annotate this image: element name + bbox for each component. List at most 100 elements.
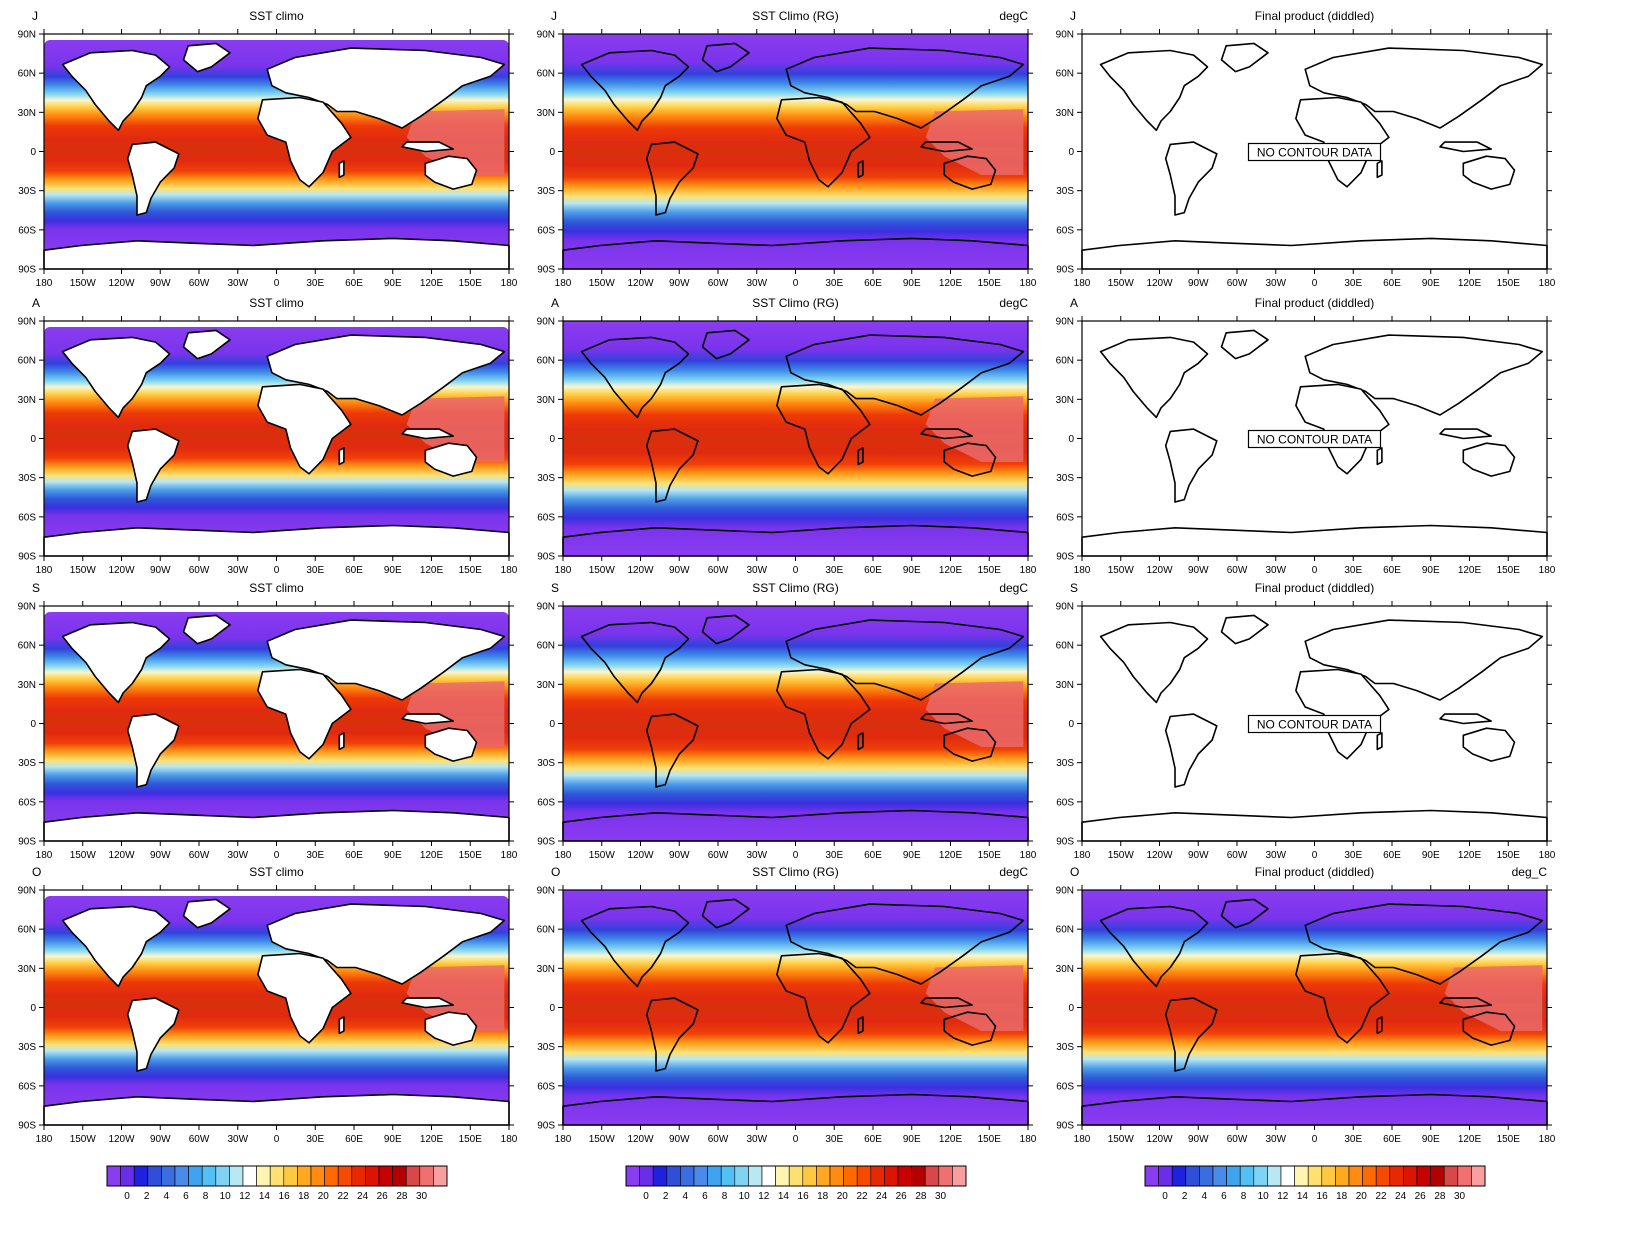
- lon-tick-label: 120W: [108, 278, 135, 289]
- lon-tick-label: 180: [36, 278, 53, 289]
- month-label: O: [1070, 865, 1079, 879]
- colorbar-swatch: [1186, 1166, 1200, 1186]
- colorbar-label: 20: [1356, 1191, 1368, 1202]
- lon-tick-label: 30W: [227, 1134, 248, 1145]
- colorbar-label: 0: [643, 1191, 649, 1202]
- lon-tick-label: 30E: [306, 565, 324, 576]
- lon-tick-label: 0: [274, 1134, 280, 1145]
- colorbar-swatch: [1471, 1166, 1485, 1186]
- units-label: degC: [999, 9, 1028, 23]
- lon-tick-label: 150E: [459, 850, 483, 861]
- colorbar-swatch: [626, 1166, 640, 1186]
- lat-tick-label: 60S: [537, 1081, 555, 1092]
- lat-tick-label: 60S: [1056, 797, 1074, 808]
- colorbar-swatch: [270, 1166, 284, 1186]
- panel-title: SST Climo (RG): [752, 865, 838, 879]
- lon-tick-label: 60E: [345, 565, 363, 576]
- lon-tick-label: 30E: [306, 278, 324, 289]
- lon-tick-label: 180: [501, 1134, 518, 1145]
- colorbar-swatch: [433, 1166, 447, 1186]
- lon-tick-label: 120W: [108, 1134, 135, 1145]
- colorbar-swatch: [912, 1166, 926, 1186]
- lon-tick-label: 180: [1539, 278, 1556, 289]
- lon-tick-label: 0: [1312, 278, 1318, 289]
- panel-title: Final product (diddled): [1255, 296, 1374, 310]
- lon-tick-label: 30W: [1265, 1134, 1286, 1145]
- lon-tick-label: 120W: [627, 1134, 654, 1145]
- lon-tick-label: 90W: [1188, 850, 1209, 861]
- colorbar-swatch: [338, 1166, 352, 1186]
- colorbar-swatch: [202, 1166, 216, 1186]
- colorbar-label: 18: [817, 1191, 829, 1202]
- colorbar-swatch: [243, 1166, 257, 1186]
- lon-tick-label: 0: [1312, 565, 1318, 576]
- lon-tick-label: 150W: [1108, 1134, 1135, 1145]
- colorbar-swatch: [1390, 1166, 1404, 1186]
- lat-tick-label: 60N: [1056, 356, 1074, 367]
- colorbar-1: 0 2 4 6 8 10 12 14 16 18 20 22 24 26 28 30: [107, 1166, 447, 1202]
- colorbar-swatch: [1431, 1166, 1445, 1186]
- lat-tick-label: 90N: [18, 30, 36, 41]
- lat-tick-label: 60S: [537, 797, 555, 808]
- lon-tick-label: 60W: [708, 850, 729, 861]
- lon-tick-label: 30W: [746, 278, 767, 289]
- colorbar-swatch: [884, 1166, 898, 1186]
- lon-tick-label: 180: [501, 565, 518, 576]
- lon-tick-label: 30W: [1265, 565, 1286, 576]
- colorbar-label: 18: [1336, 1191, 1348, 1202]
- lon-tick-label: 90W: [150, 850, 171, 861]
- lon-tick-label: 30E: [825, 278, 843, 289]
- lat-tick-label: 30N: [537, 395, 555, 406]
- lon-tick-label: 120E: [939, 1134, 963, 1145]
- colorbar-swatch: [803, 1166, 817, 1186]
- colorbar-swatch: [352, 1166, 366, 1186]
- colorbar-swatch: [789, 1166, 803, 1186]
- colorbar-swatch: [325, 1166, 339, 1186]
- lat-tick-label: 0: [549, 434, 555, 445]
- lat-tick-label: 90S: [537, 837, 555, 848]
- panel-title: SST climo: [249, 9, 304, 23]
- colorbar-swatch: [161, 1166, 175, 1186]
- lon-tick-label: 60E: [345, 850, 363, 861]
- lon-tick-label: 150E: [1497, 850, 1521, 861]
- lat-tick-label: 30S: [537, 758, 555, 769]
- no-data-message: NO CONTOUR DATA: [1257, 146, 1372, 160]
- colorbar-label: 16: [1317, 1191, 1329, 1202]
- lon-tick-label: 150W: [70, 1134, 97, 1145]
- lat-tick-label: 90N: [1056, 317, 1074, 328]
- colorbar-swatch: [1444, 1166, 1458, 1186]
- panel-title: Final product (diddled): [1255, 9, 1374, 23]
- colorbar-label: 2: [663, 1191, 669, 1202]
- colorbar-label: 14: [1297, 1191, 1309, 1202]
- colorbar-label: 28: [396, 1191, 408, 1202]
- lat-tick-label: 30S: [1056, 1042, 1074, 1053]
- lon-tick-label: 120E: [939, 850, 963, 861]
- lon-tick-label: 30E: [825, 1134, 843, 1145]
- colorbar-swatch: [175, 1166, 189, 1186]
- lon-tick-label: 180: [1020, 1134, 1037, 1145]
- lon-tick-label: 150E: [978, 1134, 1002, 1145]
- lat-tick-label: 60N: [1056, 925, 1074, 936]
- month-label: S: [551, 581, 559, 595]
- lat-tick-label: 30S: [18, 186, 36, 197]
- month-label: O: [32, 865, 41, 879]
- lon-tick-label: 90W: [150, 1134, 171, 1145]
- lat-tick-label: 90N: [537, 602, 555, 613]
- coastline: [339, 161, 344, 177]
- lat-tick-label: 60S: [18, 1081, 36, 1092]
- colorbar-label: 4: [683, 1191, 689, 1202]
- lon-tick-label: 150E: [459, 565, 483, 576]
- colorbar-swatch: [1295, 1166, 1309, 1186]
- colorbar-swatch: [748, 1166, 762, 1186]
- lon-tick-label: 30W: [746, 565, 767, 576]
- lon-tick-label: 180: [501, 850, 518, 861]
- colorbar-swatch: [1349, 1166, 1363, 1186]
- colorbar-swatch: [844, 1166, 858, 1186]
- lat-tick-label: 0: [30, 434, 36, 445]
- colorbar-swatch: [1322, 1166, 1336, 1186]
- lat-tick-label: 30N: [18, 395, 36, 406]
- colorbar-label: 4: [1202, 1191, 1208, 1202]
- lat-tick-label: 60N: [1056, 69, 1074, 80]
- lon-tick-label: 0: [793, 1134, 799, 1145]
- lon-tick-label: 90E: [903, 850, 921, 861]
